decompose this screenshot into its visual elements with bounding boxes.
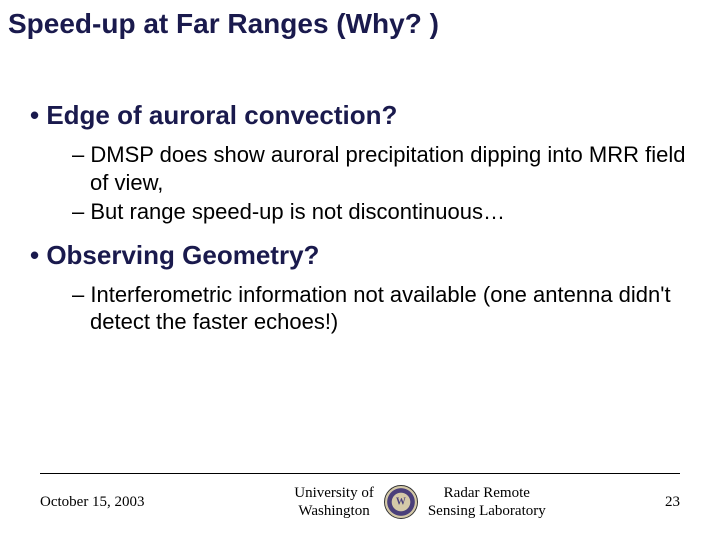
footer-lab-line1: Radar Remote (428, 484, 546, 502)
bullet-level2: Interferometric information not availabl… (30, 281, 690, 336)
bullet-level2: DMSP does show auroral precipitation dip… (30, 141, 690, 196)
footer-laboratory: Radar Remote Sensing Laboratory (428, 484, 546, 520)
footer-row: October 15, 2003 University of Washingto… (40, 484, 680, 520)
bullet-group-1: Edge of auroral convection? DMSP does sh… (30, 100, 690, 226)
footer-center: University of Washington Radar Remote Se… (294, 484, 545, 520)
footer-lab-line2: Sensing Laboratory (428, 502, 546, 520)
slide-footer: October 15, 2003 University of Washingto… (0, 473, 720, 520)
footer-divider (40, 473, 680, 474)
bullet-level2: But range speed-up is not discontinuous… (30, 198, 690, 226)
bullet-level1: Edge of auroral convection? (30, 100, 690, 131)
slide-title: Speed-up at Far Ranges (Why? ) (0, 0, 720, 40)
footer-university: University of Washington (294, 484, 374, 520)
slide-content: Edge of auroral convection? DMSP does sh… (0, 40, 720, 336)
university-seal-icon (384, 485, 418, 519)
footer-page-number: 23 (640, 494, 680, 511)
footer-uni-line2: Washington (294, 502, 374, 520)
footer-date: October 15, 2003 (40, 494, 200, 511)
bullet-level1: Observing Geometry? (30, 240, 690, 271)
footer-uni-line1: University of (294, 484, 374, 502)
bullet-group-2: Observing Geometry? Interferometric info… (30, 240, 690, 336)
